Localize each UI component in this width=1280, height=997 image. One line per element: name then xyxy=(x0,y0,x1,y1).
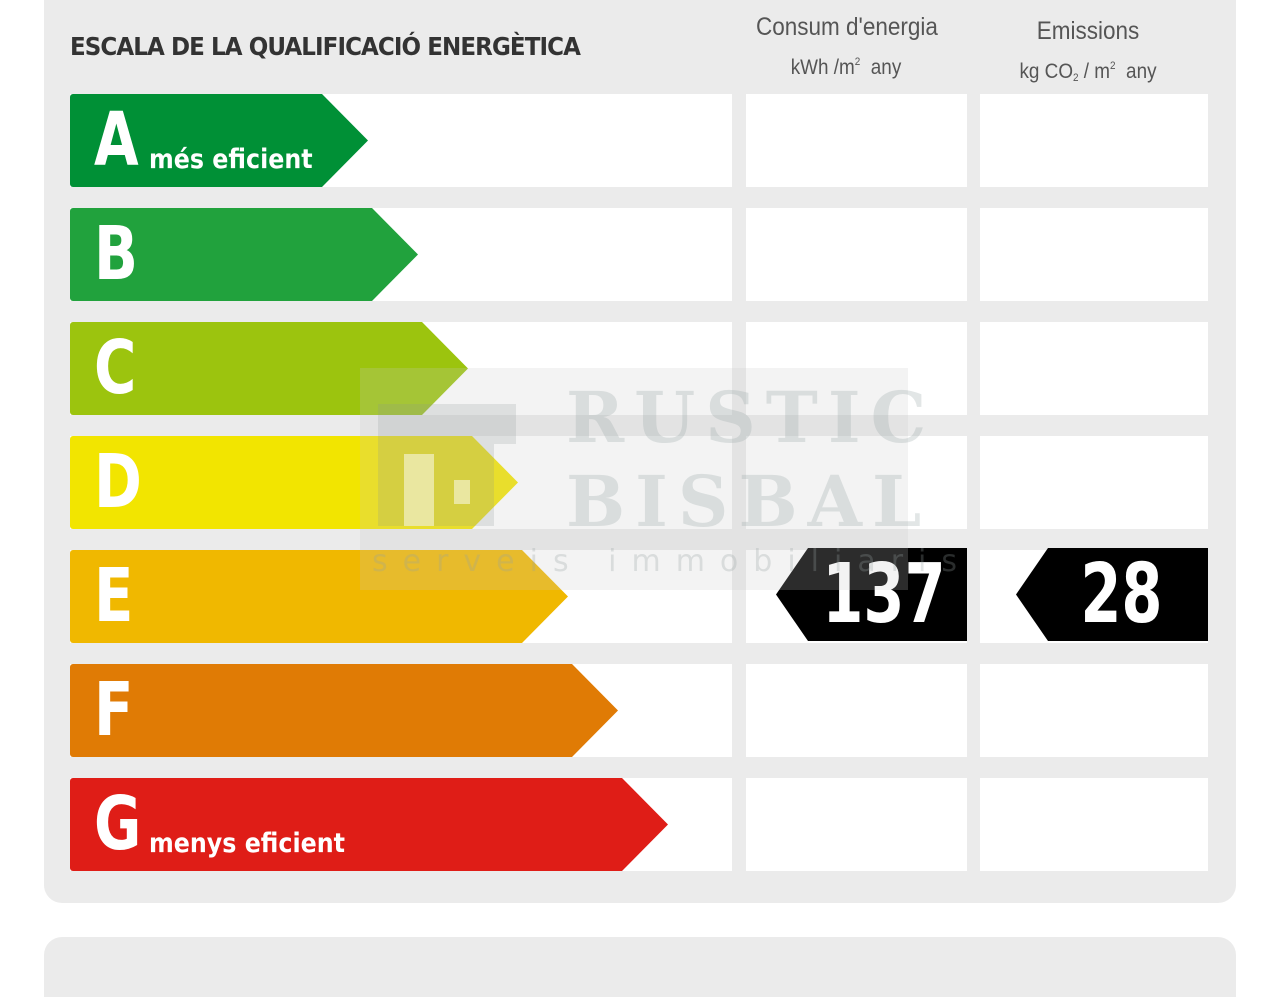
emissions-column-unit: kg CO2 / m2 any xyxy=(1019,60,1157,84)
band-caption-a: més eficient xyxy=(149,144,313,175)
energy-rating-value: 137 xyxy=(822,548,946,641)
energy-cell-c xyxy=(746,322,967,415)
energy-cell-f xyxy=(746,664,967,757)
emissions-column-header: Emissions kg CO2 / m2 any xyxy=(988,16,1188,92)
band-letter-b: B xyxy=(94,211,138,297)
emissions-cell-g xyxy=(980,778,1208,871)
emissions-column-label: Emissions xyxy=(1036,17,1140,45)
energy-cell-d xyxy=(746,436,967,529)
emissions-cell-b xyxy=(980,208,1208,301)
next-card-edge xyxy=(44,937,1236,997)
band-letter-g: G xyxy=(94,781,142,867)
emissions-cell-c xyxy=(980,322,1208,415)
band-arrow-b xyxy=(70,208,418,301)
band-arrow-c xyxy=(70,322,468,415)
band-arrow-d xyxy=(70,436,518,529)
emissions-cell-f xyxy=(980,664,1208,757)
band-arrow-a xyxy=(70,94,368,187)
emissions-rating-value: 28 xyxy=(1080,548,1163,641)
band-caption-g: menys eficient xyxy=(149,828,346,859)
energy-column-unit: kWh /m2 any xyxy=(790,56,902,79)
band-letter-f: F xyxy=(94,667,134,753)
band-letter-d: D xyxy=(94,439,142,525)
band-letter-a: A xyxy=(94,97,139,183)
emissions-rating-marker: 28 xyxy=(1016,548,1208,641)
band-arrow-g xyxy=(70,778,668,871)
band-arrow-f xyxy=(70,664,618,757)
band-letter-e: E xyxy=(94,553,134,639)
energy-column-header: Consum d'energia kWh /m2 any xyxy=(746,12,946,82)
energy-cell-g xyxy=(746,778,967,871)
energy-column-label: Consum d'energia xyxy=(756,13,938,41)
energy-rating-marker: 137 xyxy=(776,548,967,641)
emissions-cell-d xyxy=(980,436,1208,529)
band-arrow-e xyxy=(70,550,568,643)
emissions-cell-a xyxy=(980,94,1208,187)
energy-cell-b xyxy=(746,208,967,301)
energy-cell-a xyxy=(746,94,967,187)
page-title: ESCALA DE LA QUALIFICACIÓ ENERGÈTICA xyxy=(70,32,581,61)
band-letter-c: C xyxy=(94,325,137,411)
